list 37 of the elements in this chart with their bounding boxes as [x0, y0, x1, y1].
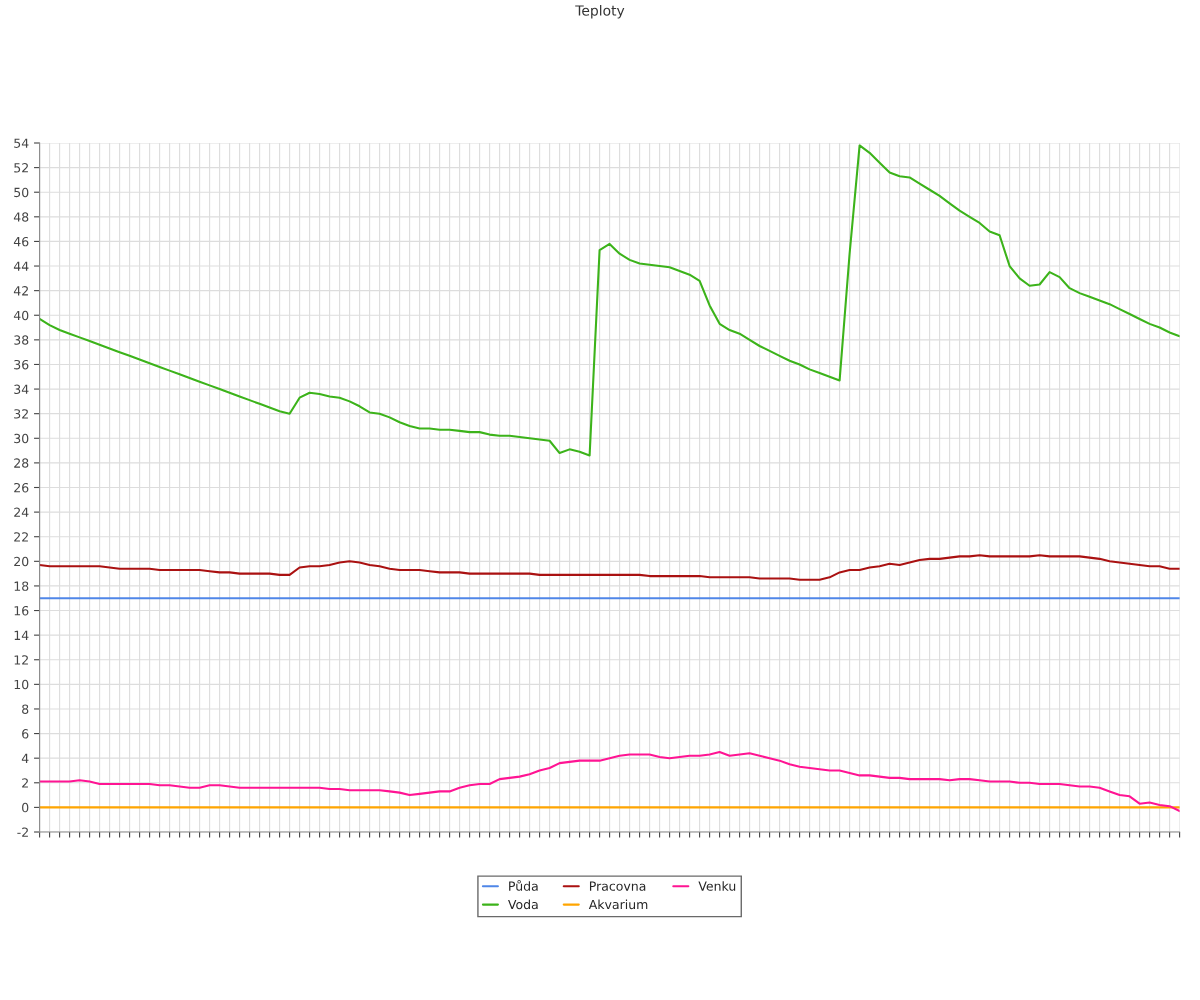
- y-tick-label: 22: [14, 532, 28, 542]
- chart-title: Teploty: [575, 5, 625, 19]
- y-tick-label: 30: [14, 433, 29, 444]
- y-tick-label: 20: [14, 556, 29, 567]
- line-series: [39, 554, 1180, 581]
- y-tick-label: 38: [14, 335, 29, 345]
- y-tick-label: 4: [21, 753, 29, 763]
- y-tick-label: 40: [13, 310, 29, 321]
- y-tick-label: 36: [14, 359, 29, 370]
- y-tick-label: 46: [13, 236, 29, 247]
- y-tick-label: 52: [14, 163, 28, 173]
- y-tick-label: 54: [14, 138, 29, 148]
- y-tick-label: 10: [14, 679, 29, 690]
- y-tick-label: 2: [22, 778, 28, 788]
- y-tick-label: 18: [14, 581, 29, 591]
- y-tick-label: 26: [14, 482, 29, 493]
- y-tick-label: 16: [14, 606, 29, 616]
- y-tick-label: 50: [14, 187, 29, 198]
- y-tick-label: 6: [22, 729, 29, 739]
- y-tick-label: 14: [14, 630, 29, 640]
- y-tick-label: 32: [14, 409, 28, 419]
- y-tick-label: 8: [22, 704, 29, 714]
- y-tick-label: 12: [14, 655, 28, 665]
- legend-label: Venku: [698, 881, 736, 891]
- legend-label: Půda: [509, 880, 538, 891]
- y-tick-label: 34: [14, 384, 29, 394]
- y-tick-label: 0: [22, 802, 29, 813]
- y-tick-label: 28: [14, 458, 29, 468]
- y-tick-label: 44: [13, 261, 29, 271]
- y-tick-label: 42: [13, 286, 28, 296]
- y-tick-label: -2: [17, 827, 28, 837]
- line-series: [39, 750, 1180, 813]
- legend-label: Akvarium: [588, 899, 648, 910]
- legend-label: Voda: [508, 899, 538, 910]
- y-tick-label: 48: [13, 212, 29, 222]
- y-tick-label: 24: [14, 507, 29, 517]
- legend-label: Pracovna: [589, 881, 646, 891]
